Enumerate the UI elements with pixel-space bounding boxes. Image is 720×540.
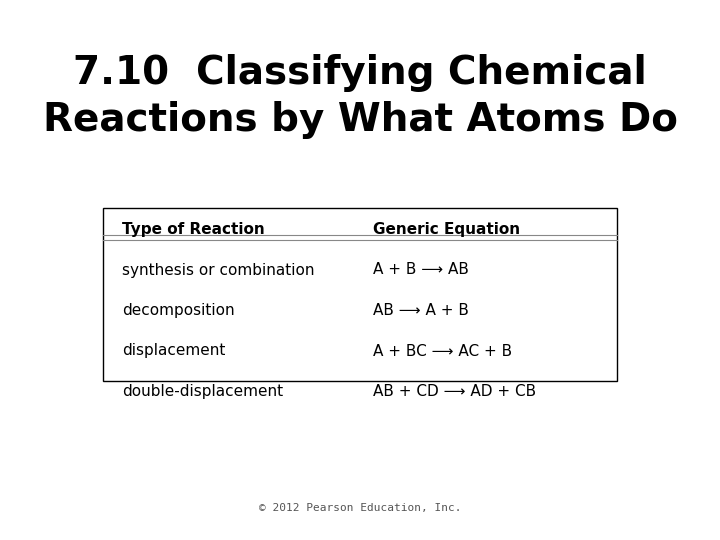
Text: Type of Reaction: Type of Reaction (122, 222, 265, 237)
Text: AB + CD ⟶ AD + CB: AB + CD ⟶ AD + CB (373, 384, 536, 399)
Text: A + BC ⟶ AC + B: A + BC ⟶ AC + B (373, 343, 512, 359)
FancyBboxPatch shape (103, 208, 617, 381)
Text: double-displacement: double-displacement (122, 384, 283, 399)
Text: 7.10  Classifying Chemical
Reactions by What Atoms Do: 7.10 Classifying Chemical Reactions by W… (42, 54, 678, 139)
Text: Generic Equation: Generic Equation (373, 222, 520, 237)
Text: A + B ⟶ AB: A + B ⟶ AB (373, 262, 469, 278)
Text: © 2012 Pearson Education, Inc.: © 2012 Pearson Education, Inc. (258, 503, 462, 512)
Text: displacement: displacement (122, 343, 225, 359)
Text: synthesis or combination: synthesis or combination (122, 262, 315, 278)
Text: decomposition: decomposition (122, 303, 235, 318)
Text: AB ⟶ A + B: AB ⟶ A + B (373, 303, 469, 318)
